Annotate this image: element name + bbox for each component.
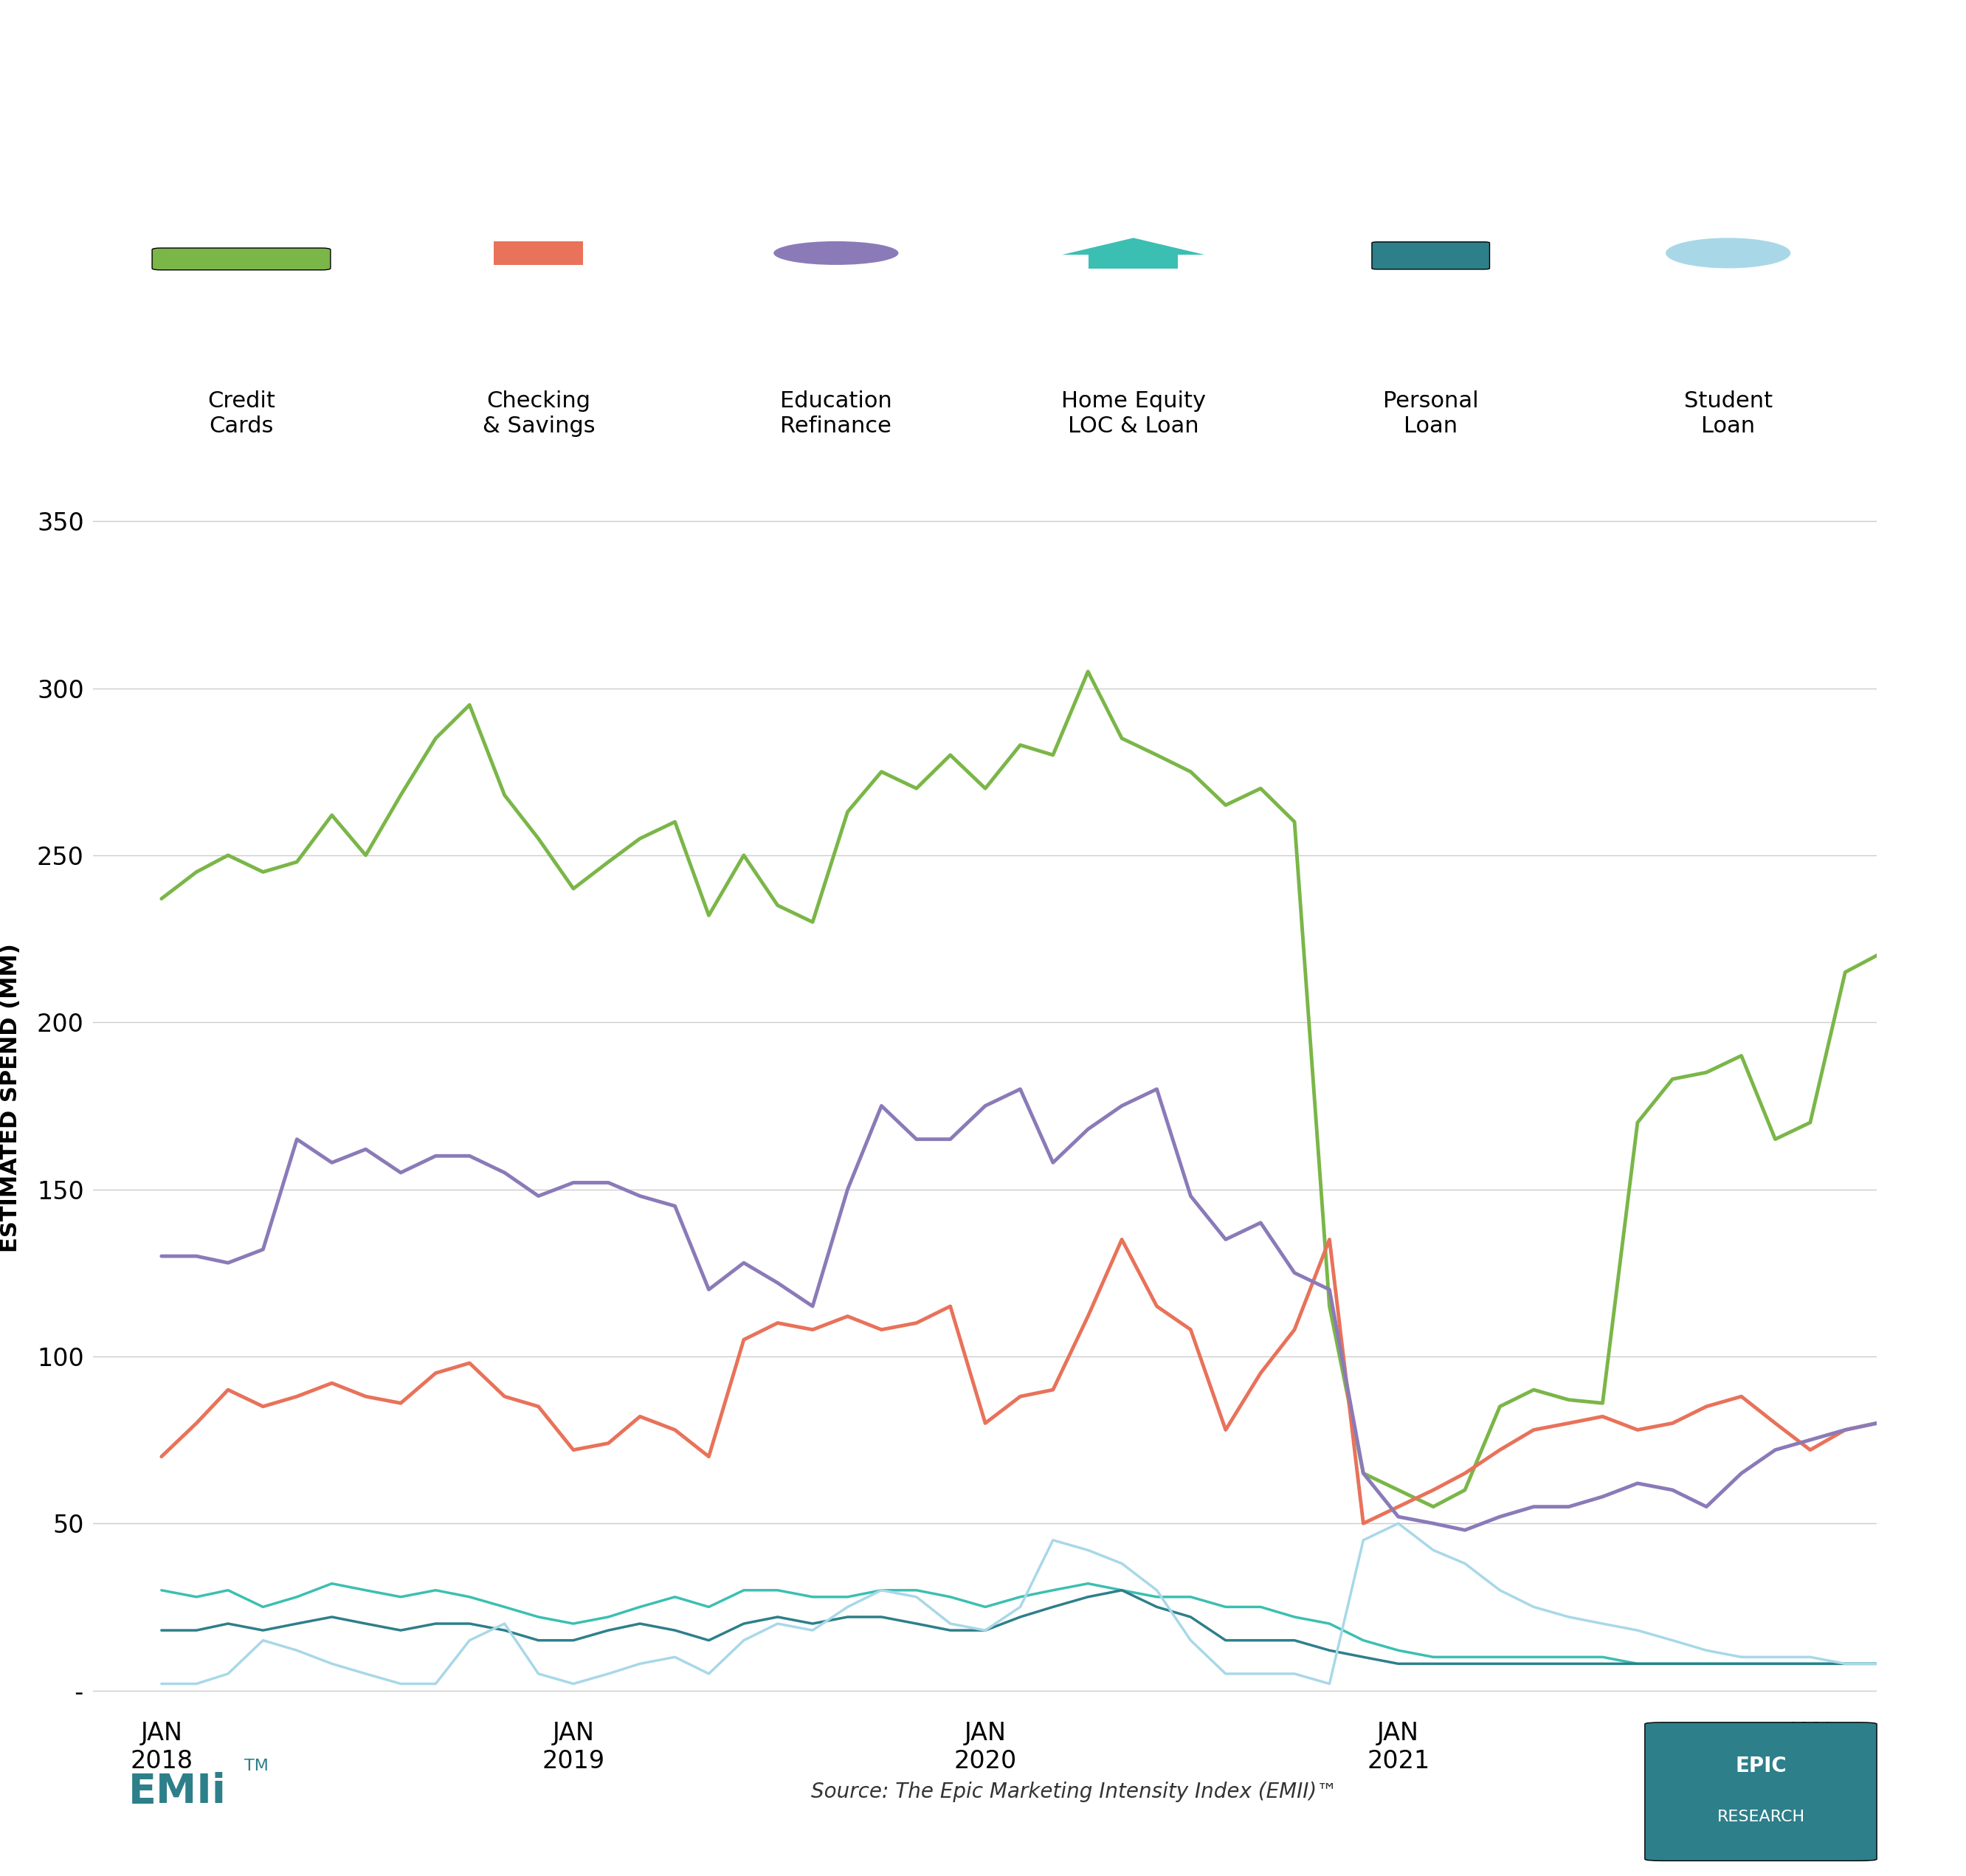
Text: RESEARCH: RESEARCH	[1716, 1810, 1805, 1823]
Text: EMIi: EMIi	[128, 1771, 226, 1812]
Text: Student
Loan: Student Loan	[1683, 390, 1773, 437]
Text: Checking
& Savings: Checking & Savings	[482, 390, 596, 437]
FancyBboxPatch shape	[151, 248, 330, 270]
Text: Source: The Epic Marketing Intensity Index (EMII)™: Source: The Epic Marketing Intensity Ind…	[810, 1780, 1337, 1803]
Bar	[1089, 251, 1178, 268]
Text: Home Equity
LOC & Loan: Home Equity LOC & Loan	[1062, 390, 1205, 437]
Y-axis label: ESTIMATED SPEND (MM): ESTIMATED SPEND (MM)	[0, 944, 22, 1251]
Circle shape	[773, 242, 898, 265]
Text: TM: TM	[244, 1760, 269, 1773]
Text: Personal
Loan: Personal Loan	[1382, 390, 1478, 437]
Ellipse shape	[1665, 238, 1791, 268]
Text: EPIC: EPIC	[1736, 1756, 1787, 1777]
Polygon shape	[1062, 238, 1205, 255]
Bar	[493, 242, 584, 265]
Text: Credit
Cards: Credit Cards	[206, 390, 275, 437]
FancyBboxPatch shape	[1646, 1722, 1878, 1861]
Text: RELATIVE DIRECT-TO-CONSUMER SPENDING BY PRODUCT: RELATIVE DIRECT-TO-CONSUMER SPENDING BY …	[134, 49, 1836, 101]
FancyBboxPatch shape	[1372, 242, 1490, 270]
Text: Education
Refinance: Education Refinance	[781, 390, 893, 437]
